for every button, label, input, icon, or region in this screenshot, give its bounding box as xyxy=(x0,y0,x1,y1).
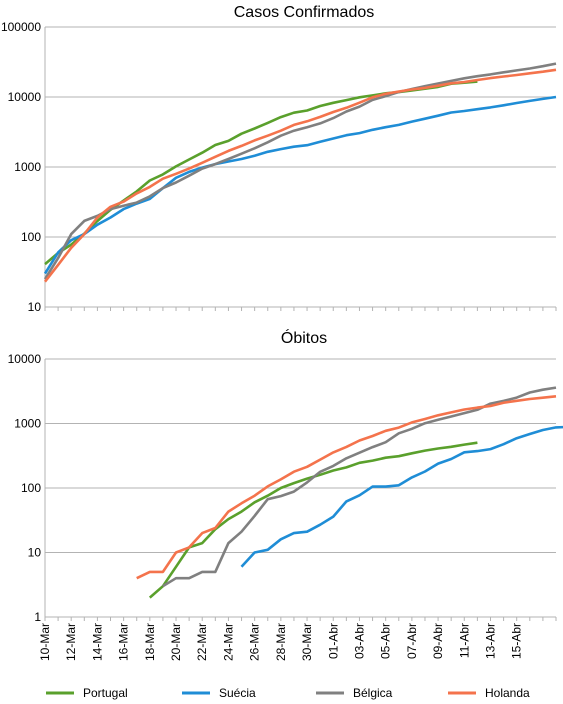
x-tick-label: 28-Mar xyxy=(274,623,288,661)
series-line-deaths-bélgica xyxy=(162,386,557,588)
x-tick-label: 16-Mar xyxy=(117,623,131,661)
plot-deaths: 1 10 100 1000 10000 xyxy=(8,352,563,624)
x-tick-label: 10-Mar xyxy=(38,623,52,661)
x-tick-label: 26-Mar xyxy=(248,623,262,661)
y-tick-confirmed-4: 100000 xyxy=(1,20,41,34)
x-tick-label: 22-Mar xyxy=(195,623,209,661)
x-tick-label: 09-Abr xyxy=(431,623,445,659)
legend-label-holanda: Holanda xyxy=(485,686,530,700)
x-tick-label: 12-Mar xyxy=(64,623,78,661)
chart-legend: Portugal Suécia Bélgica Holanda xyxy=(46,686,530,700)
x-tick-label: 01-Abr xyxy=(326,623,340,659)
x-tick-label: 30-Mar xyxy=(300,623,314,661)
y-tick-confirmed-2: 1000 xyxy=(14,160,41,174)
chart-title-deaths: Óbitos xyxy=(281,328,327,347)
x-tick-label: 18-Mar xyxy=(143,623,157,661)
x-tick-label: 20-Mar xyxy=(169,623,183,661)
x-tick-label: 15-Abr xyxy=(510,623,524,659)
x-tick-label: 05-Abr xyxy=(379,623,393,659)
legend-label-bélgica: Bélgica xyxy=(353,686,393,700)
x-tick-label: 11-Abr xyxy=(457,623,471,658)
series-line-deaths-holanda xyxy=(136,395,557,580)
y-tick-confirmed-0: 10 xyxy=(28,300,42,314)
y-tick-confirmed-1: 100 xyxy=(21,230,41,244)
series-line-confirmed-bélgica xyxy=(43,62,557,280)
x-axis-dates: 10-Mar 12-Mar 14-Mar 16-Mar 18-Mar 20-Mar 22-M… xyxy=(38,623,524,661)
y-tick-deaths-4: 10000 xyxy=(8,352,42,366)
chart-title-confirmed: Casos Confirmados xyxy=(234,4,375,21)
y-tick-deaths-2: 100 xyxy=(21,481,41,495)
series-line-deaths-suécia xyxy=(240,425,563,568)
x-tick-label: 13-Abr xyxy=(484,623,498,659)
series-line-confirmed-holanda xyxy=(43,68,557,283)
y-tick-deaths-3: 1000 xyxy=(14,417,41,431)
series-line-confirmed-suécia xyxy=(43,95,557,275)
legend-label-suécia: Suécia xyxy=(219,686,256,700)
x-tick-label: 14-Mar xyxy=(90,623,104,661)
y-tick-deaths-0: 1 xyxy=(34,610,41,624)
x-tick-label: 07-Abr xyxy=(405,623,419,659)
y-tick-confirmed-3: 10000 xyxy=(8,90,42,104)
x-tick-label: 03-Abr xyxy=(353,623,367,659)
x-tick-label: 24-Mar xyxy=(221,623,235,661)
y-tick-deaths-1: 10 xyxy=(28,546,42,560)
plot-confirmed-cases: 10 100 1000 10000 100000 xyxy=(1,20,557,314)
legend-label-portugal: Portugal xyxy=(83,686,128,700)
